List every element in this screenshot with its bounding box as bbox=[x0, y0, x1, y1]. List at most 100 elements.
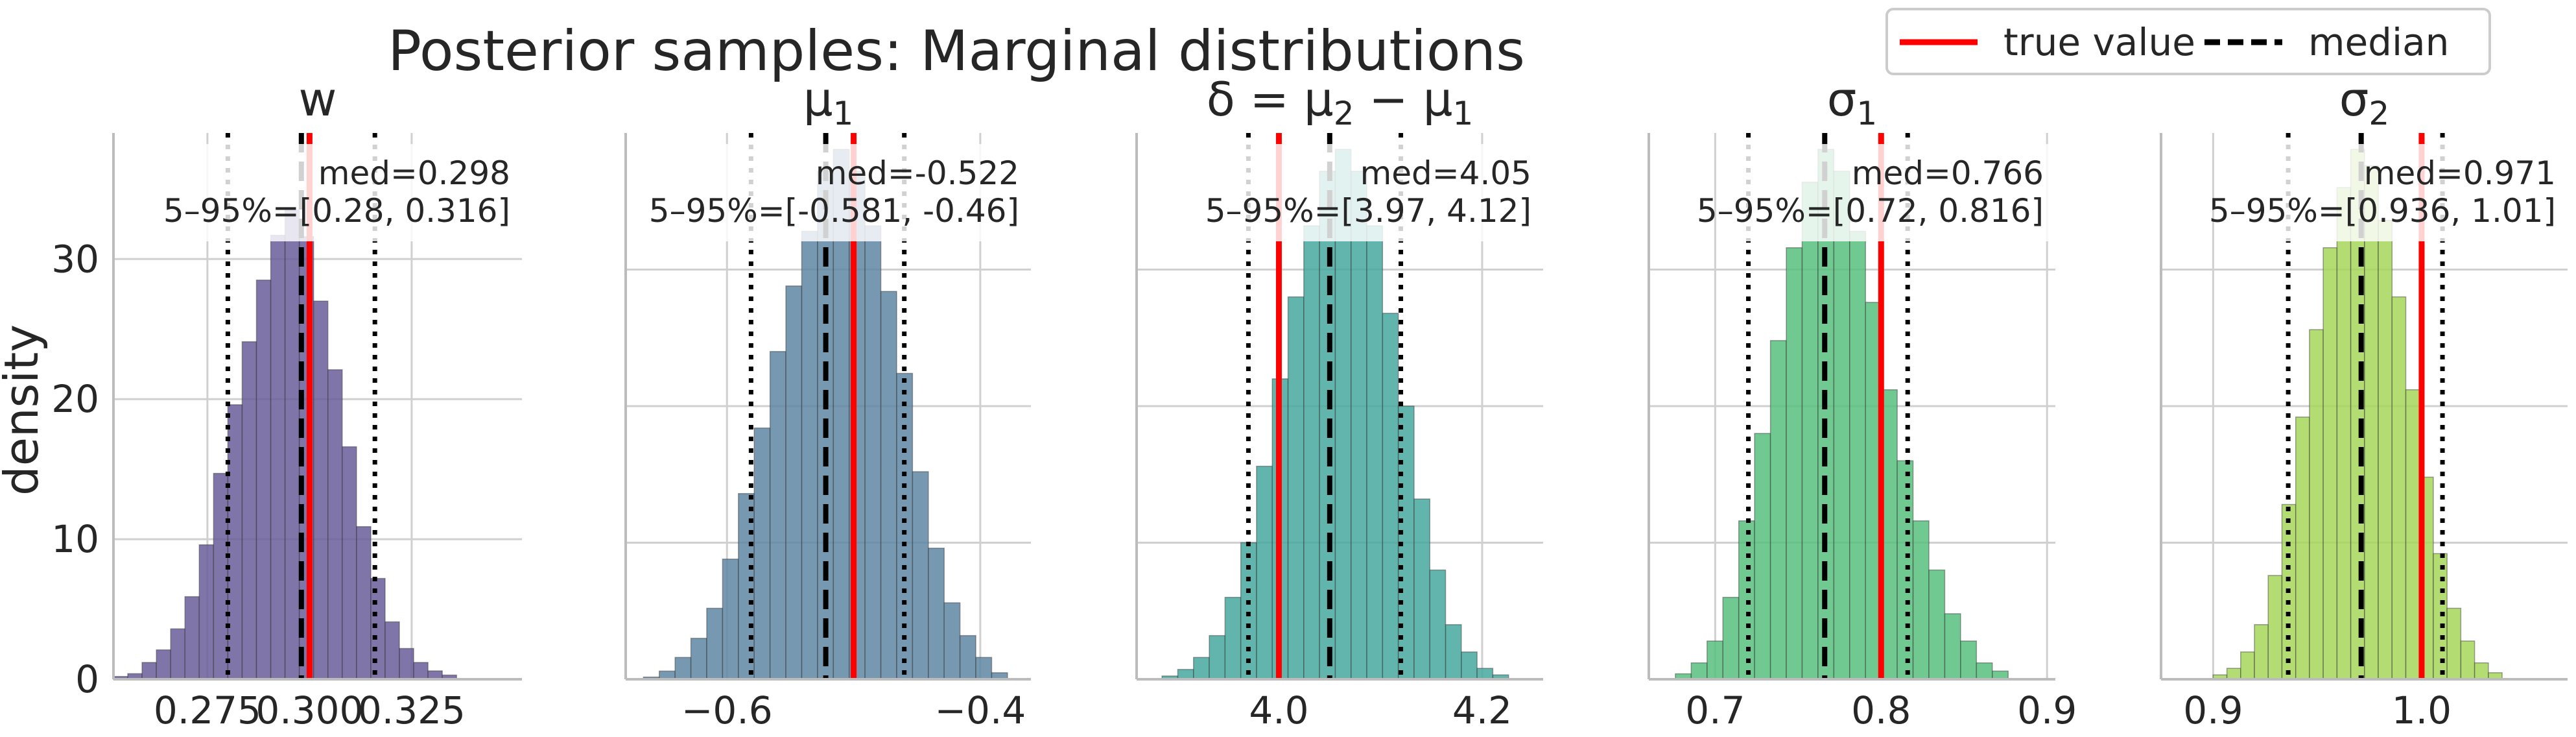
y-tick-label: 30 bbox=[51, 237, 99, 281]
histogram-bar bbox=[1690, 662, 1708, 680]
histogram-bar bbox=[1738, 520, 1755, 680]
histogram-bar bbox=[384, 621, 400, 680]
histogram-bar bbox=[785, 285, 803, 680]
panel-title: σ1 bbox=[1827, 72, 1877, 132]
histogram-bar bbox=[156, 649, 171, 680]
histogram-bar bbox=[2336, 187, 2352, 680]
histogram-bar bbox=[241, 341, 257, 680]
histogram-bar bbox=[864, 225, 882, 680]
histogram-bar bbox=[370, 577, 386, 680]
histogram-bar bbox=[1209, 634, 1226, 680]
median-annotation: med=0.971 bbox=[2364, 154, 2556, 192]
annotation-box bbox=[703, 144, 1028, 241]
histogram-bar bbox=[2446, 607, 2462, 680]
histogram-bar bbox=[270, 234, 286, 680]
histogram-bar bbox=[1849, 230, 1866, 680]
histogram-bar bbox=[184, 596, 200, 680]
histogram-bar bbox=[198, 544, 215, 680]
histogram-bar bbox=[943, 602, 961, 680]
legend-label: median bbox=[2308, 20, 2449, 64]
median-annotation: med=4.05 bbox=[1360, 154, 1531, 192]
histogram-bar bbox=[1413, 498, 1430, 680]
histogram-bar bbox=[1801, 182, 1819, 680]
interval-annotation: 5–95%=[0.72, 0.816] bbox=[1697, 192, 2044, 230]
histogram-bar bbox=[327, 369, 343, 680]
annotation-box bbox=[2240, 144, 2564, 241]
x-tick-label: 0.7 bbox=[1685, 688, 1745, 732]
histogram-bar bbox=[1769, 340, 1787, 680]
annotation-box bbox=[1216, 144, 1540, 241]
histogram-bar bbox=[1754, 433, 1771, 680]
histogram-bar bbox=[1445, 624, 1462, 680]
interval-annotation: 5–95%=[0.936, 1.01] bbox=[2209, 192, 2556, 230]
x-tick-label: −0.6 bbox=[681, 688, 773, 732]
histogram-bar bbox=[896, 372, 914, 680]
histogram-bar bbox=[2405, 389, 2420, 680]
annotation-box bbox=[195, 144, 519, 241]
histogram-bar bbox=[1786, 247, 1803, 680]
histogram-bar bbox=[1897, 460, 1914, 680]
histogram-bar bbox=[1833, 171, 1850, 680]
histogram-bar bbox=[141, 662, 157, 680]
histogram-bar bbox=[2322, 247, 2338, 680]
y-tick-label: 10 bbox=[51, 517, 99, 561]
histogram-bar bbox=[1476, 668, 1494, 680]
histogram-bar bbox=[2295, 417, 2310, 680]
legend: true value median bbox=[1885, 8, 2491, 75]
interval-annotation: 5–95%=[3.97, 4.12] bbox=[1205, 192, 1531, 230]
histogram-bar bbox=[674, 657, 692, 680]
histogram-bar bbox=[1193, 657, 1210, 680]
histogram-bar bbox=[1287, 296, 1305, 680]
histogram-bar bbox=[1912, 520, 1930, 680]
histogram-bar bbox=[2460, 640, 2476, 680]
histogram-bar bbox=[769, 351, 786, 680]
histogram-bar bbox=[313, 300, 329, 680]
y-tick-label: 20 bbox=[51, 377, 99, 421]
histogram-bar bbox=[1350, 171, 1367, 680]
histogram-bar bbox=[1944, 613, 1961, 680]
x-tick-label: 0.300 bbox=[255, 688, 363, 732]
histogram-bar bbox=[1928, 569, 1946, 680]
histogram-bar bbox=[975, 657, 993, 680]
histogram-bar bbox=[753, 427, 771, 680]
histogram-bar bbox=[255, 279, 272, 680]
histogram-bar bbox=[706, 607, 724, 680]
histogram-bar bbox=[912, 471, 929, 680]
legend-label: true value bbox=[2003, 20, 2195, 64]
histogram-bar bbox=[399, 647, 414, 680]
median-annotation: med=0.766 bbox=[1852, 154, 2044, 192]
histogram-bar bbox=[1177, 669, 1194, 680]
x-tick-label: 1.0 bbox=[2392, 688, 2452, 732]
histogram-bar bbox=[2433, 553, 2448, 680]
legend-frame bbox=[1885, 8, 2491, 75]
panel-title: w bbox=[299, 72, 337, 127]
x-tick-label: 0.8 bbox=[1851, 688, 1911, 732]
histogram-bar bbox=[1382, 313, 1399, 680]
histogram-bar bbox=[2391, 296, 2407, 680]
histogram-bar bbox=[801, 230, 818, 680]
x-tick-label: 0.9 bbox=[2183, 688, 2243, 732]
interval-annotation: 5–95%=[0.28, 0.316] bbox=[163, 192, 510, 230]
panel-title: σ2 bbox=[2339, 72, 2389, 132]
histogram-bar bbox=[1976, 662, 1993, 680]
histogram-bar bbox=[413, 662, 429, 680]
x-tick-label: 4.0 bbox=[1249, 688, 1308, 732]
x-tick-label: 0.9 bbox=[2017, 688, 2077, 732]
histogram-bar bbox=[1960, 640, 1978, 680]
histogram-bar bbox=[2254, 624, 2269, 680]
x-tick-label: −0.4 bbox=[934, 688, 1026, 732]
annotation-box bbox=[1728, 144, 2052, 241]
histogram-bar bbox=[1366, 225, 1384, 680]
histogram-bar bbox=[959, 634, 976, 680]
histogram-bar bbox=[1461, 651, 1478, 680]
panel-title: μ1 bbox=[803, 72, 854, 132]
x-tick-label: 4.2 bbox=[1452, 688, 1512, 732]
y-axis-label: density bbox=[0, 324, 49, 496]
median-annotation: med=0.298 bbox=[318, 154, 510, 192]
histogram-bar bbox=[690, 638, 707, 680]
histogram-bar bbox=[1224, 596, 1242, 680]
x-tick-label: 0.325 bbox=[358, 688, 466, 732]
